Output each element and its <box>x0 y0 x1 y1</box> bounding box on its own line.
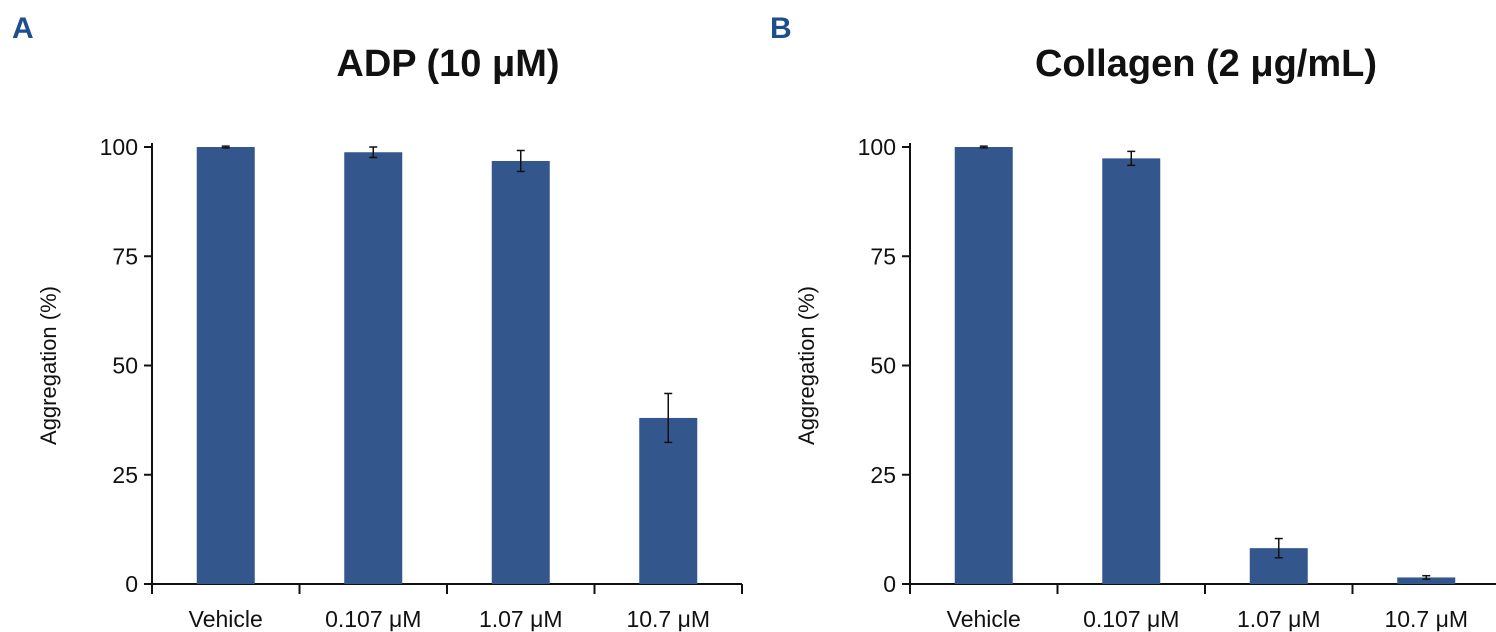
bar <box>491 160 550 584</box>
chart-panel-a: A ADP (10 μM) Aggregation (%) 0 25 50 75 100 Ve… <box>12 12 743 632</box>
bar-chart: ADP (10 μM) Aggregation (%) 0 25 50 75 100 Vehi… <box>36 43 743 632</box>
x-tick-label: Vehicle <box>947 606 1021 632</box>
y-tick-label: 100 <box>858 134 896 160</box>
y-tick-label: 0 <box>883 571 896 597</box>
x-tick-label: 1.07 μM <box>1237 606 1321 632</box>
bar <box>344 152 403 584</box>
panel-letter: B <box>770 12 792 45</box>
x-tick-label: Vehicle <box>189 606 263 632</box>
bar <box>954 147 1013 584</box>
chart-title: ADP (10 μM) <box>336 43 559 85</box>
y-tick-label: 50 <box>112 353 138 379</box>
x-tick-label: 1.07 μM <box>479 606 563 632</box>
chart-panel-b: B Collagen (2 μg/mL) Aggregation (%) 0 25 50… <box>758 0 1496 632</box>
x-tick-label: 10.7 μM <box>626 606 710 632</box>
chart-title: Collagen (2 μg/mL) <box>1035 43 1377 85</box>
y-tick-label: 75 <box>112 243 138 269</box>
x-tick-label: 0.107 μM <box>1083 606 1179 632</box>
panel-letter: A <box>12 12 34 45</box>
y-tick-label: 25 <box>870 462 896 488</box>
y-tick-label: 0 <box>125 571 138 597</box>
y-axis-label: Aggregation (%) <box>794 286 819 445</box>
bar-chart: Collagen (2 μg/mL) Aggregation (%) 0 25 50 75… <box>794 43 1496 632</box>
bar <box>639 417 698 584</box>
y-axis-label: Aggregation (%) <box>36 286 61 445</box>
y-tick-label: 75 <box>870 243 896 269</box>
y-tick-label: 50 <box>870 353 896 379</box>
x-tick-label: 10.7 μM <box>1384 606 1468 632</box>
bar <box>1102 158 1161 584</box>
y-tick-label: 25 <box>112 462 138 488</box>
bar <box>196 147 255 584</box>
y-tick-label: 100 <box>100 134 138 160</box>
bar <box>1397 577 1456 584</box>
x-tick-label: 0.107 μM <box>325 606 421 632</box>
